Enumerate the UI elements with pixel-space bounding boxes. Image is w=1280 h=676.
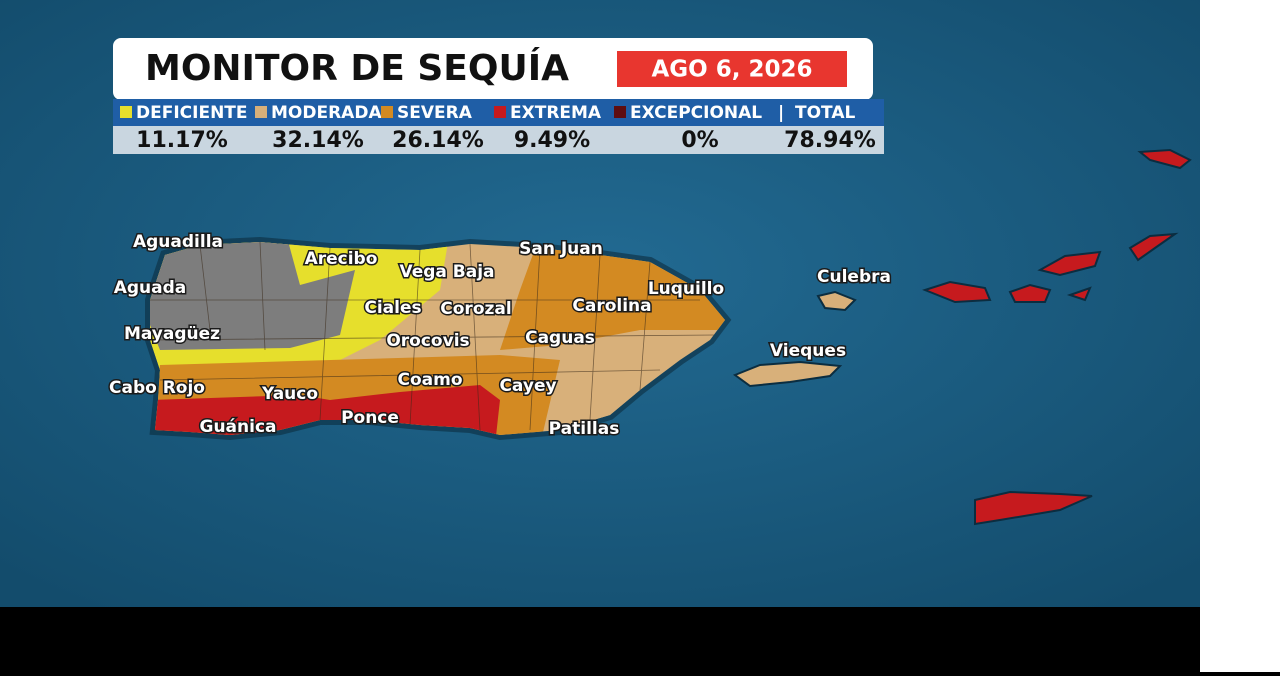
legend-label: MODERADA bbox=[271, 103, 382, 123]
values-bar bbox=[113, 126, 884, 154]
place-labels: Aguadilla Aguada Mayagüez Cabo Rojo Guán… bbox=[108, 231, 893, 441]
place-label: Aguada bbox=[114, 278, 187, 298]
place-label: Coamo bbox=[397, 370, 462, 390]
place-label: Vieques bbox=[770, 341, 846, 361]
place-label: Corozal bbox=[440, 299, 511, 319]
total-value: 78.94% bbox=[784, 128, 876, 153]
culebra bbox=[816, 290, 857, 312]
legend-swatch bbox=[494, 106, 506, 118]
place-label: Ciales bbox=[364, 298, 421, 318]
place-label: Ponce bbox=[341, 408, 399, 428]
place-label: Cabo Rojo bbox=[109, 378, 205, 398]
place-label: Guánica bbox=[199, 417, 276, 437]
place-label: San Juan bbox=[519, 239, 603, 259]
total-label: TOTAL bbox=[795, 103, 855, 123]
place-label: Caguas bbox=[525, 328, 595, 348]
place-label: Vega Baja bbox=[399, 262, 494, 282]
place-label: Carolina bbox=[572, 296, 651, 316]
place-label: Cayey bbox=[499, 376, 556, 396]
legend-swatch bbox=[381, 106, 393, 118]
legend-swatch bbox=[120, 106, 132, 118]
date: AGO 6, 2026 bbox=[652, 57, 813, 83]
puerto-rico bbox=[145, 236, 857, 441]
legend-label: EXCEPCIONAL bbox=[630, 103, 762, 123]
legend-swatch bbox=[255, 106, 267, 118]
legend-value: 9.49% bbox=[514, 128, 590, 153]
vieques bbox=[732, 360, 843, 388]
side-margin bbox=[1200, 0, 1280, 672]
letterbox bbox=[0, 607, 1280, 672]
legend-value: 32.14% bbox=[272, 128, 364, 153]
legend-value: 0% bbox=[681, 128, 718, 153]
header: MONITOR DE SEQUÍA AGO 6, 2026 bbox=[113, 38, 884, 154]
place-label: Luquillo bbox=[648, 279, 724, 299]
place-label: Aguadilla bbox=[133, 232, 223, 252]
legend-value: 26.14% bbox=[392, 128, 484, 153]
virgin-islands bbox=[922, 148, 1192, 526]
place-label: Yauco bbox=[261, 384, 318, 404]
place-label: Patillas bbox=[549, 419, 620, 439]
legend-label: EXTREMA bbox=[510, 103, 602, 123]
place-label: Culebra bbox=[817, 267, 891, 287]
legend-value: 11.17% bbox=[136, 128, 228, 153]
legend: DEFICIENTE 11.17% MODERADA 32.14% SEVERA 26.1… bbox=[120, 103, 876, 153]
legend-label: SEVERA bbox=[397, 103, 473, 123]
date-box bbox=[617, 51, 847, 87]
place-label: Orocovis bbox=[386, 331, 469, 351]
legend-separator: | bbox=[778, 103, 784, 123]
legend-swatch bbox=[614, 106, 626, 118]
title: MONITOR DE SEQUÍA bbox=[145, 47, 569, 89]
legend-label: DEFICIENTE bbox=[136, 103, 248, 123]
place-label: Arecibo bbox=[305, 249, 378, 269]
place-label: Mayagüez bbox=[124, 324, 220, 344]
